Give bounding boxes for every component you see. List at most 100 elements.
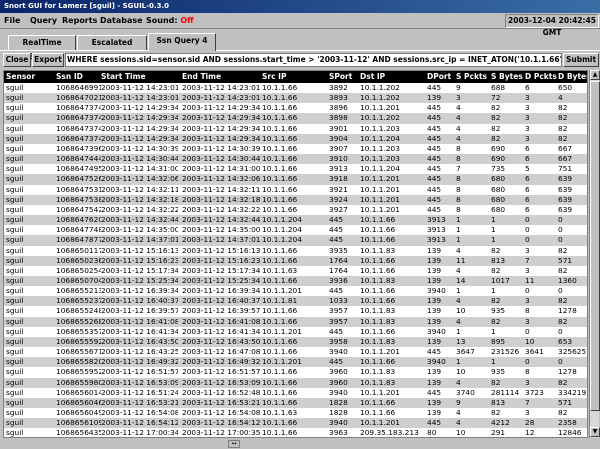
sound-toggle[interactable]: Sound: Off <box>146 16 194 25</box>
cell-dst-packets: 3 <box>525 113 530 123</box>
table-row[interactable]: sguil 106865643532003-11-12 17:00:34 2003-… <box>4 428 587 437</box>
cell-src-port: 3907 <box>329 143 348 153</box>
table-row[interactable]: sguil106864787762003-11-12 14:37:012003-… <box>4 235 587 246</box>
column-header-dst-bytes[interactable]: D Bytes <box>558 72 588 81</box>
table-row[interactable]: sguil106864699112003-11-12 14:23:012003-… <box>4 83 587 94</box>
cell-dst-bytes: 82 <box>558 123 568 133</box>
table-row[interactable]: sguil106864737462003-11-12 14:29:342003-… <box>4 123 587 134</box>
table-row[interactable]: sguil106864774822003-11-12 14:35:002003-… <box>4 225 587 236</box>
cell-ssn-id: 10686558206 <box>56 357 101 367</box>
cell-start-time: 2003-11-12 16:51:24 <box>101 387 178 397</box>
table-row[interactable]: sguil106865011772003-11-12 15:16:132003-… <box>4 245 587 256</box>
cell-dst-ip: 10.1.1.66 <box>360 326 396 336</box>
cell-start-time: 2003-11-12 14:37:01 <box>101 235 178 245</box>
export-button[interactable]: Export <box>32 53 64 67</box>
table-row[interactable]: sguil106865610932003-11-12 16:54:122003-… <box>4 418 587 429</box>
column-header-ssn-id[interactable]: Ssn ID <box>56 72 83 81</box>
table-row[interactable]: sguil106864739622003-11-12 14:30:392003-… <box>4 143 587 155</box>
cell-src-ip: 10.1.1.204 <box>262 215 302 225</box>
table-row[interactable]: sguil106864749582003-11-12 14:31:002003-… <box>4 164 587 175</box>
cell-src-port: 1828 <box>329 408 348 417</box>
table-row[interactable]: sguil106865023652003-11-12 15:16:232003-… <box>4 255 587 266</box>
table-row[interactable]: sguil106864752632003-11-12 14:32:062003-… <box>4 174 587 185</box>
table-row[interactable]: sguil 106865567122003-11-12 16:43:25 2003-… <box>4 347 587 358</box>
menu-file[interactable]: File <box>4 16 21 25</box>
table-row[interactable]: sguil106865582062003-11-12 16:49:322003-… <box>4 357 587 368</box>
cell-sensor: sguil <box>6 255 24 265</box>
scroll-thumb[interactable] <box>590 81 600 411</box>
column-header-src-packets[interactable]: S Pckts <box>456 72 487 81</box>
table-row[interactable]: sguil106864702142003-11-12 14:23:012003-… <box>4 93 587 104</box>
cell-end-time: 2003-11-12 15:17:34 <box>182 265 260 275</box>
menu-query[interactable]: Query <box>30 16 58 25</box>
table-row[interactable]: sguil106865070492003-11-12 15:25:342003-… <box>4 275 587 287</box>
table-row[interactable]: sguil106865521372003-11-12 16:39:342003-… <box>4 286 587 297</box>
column-header-dst-packets[interactable]: D Pckts <box>525 72 557 81</box>
cell-src-ip: 10.1.1.66 <box>262 164 298 174</box>
cell-src-port: 3958 <box>329 336 348 346</box>
query-bar: Close Export WHERE sessions.sid=sensor.s… <box>0 53 600 68</box>
table-row[interactable]: sguil106865025482003-11-12 15:17:342003-… <box>4 265 587 276</box>
cell-src-packets: 8 <box>456 174 461 184</box>
menu-database[interactable]: Database <box>100 16 143 25</box>
vertical-scrollbar[interactable]: ▲ ▼ <box>589 70 600 438</box>
submit-button[interactable]: Submit <box>563 53 599 67</box>
cell-src-ip: 10.1.1.66 <box>262 387 298 397</box>
close-button[interactable]: Close <box>3 53 31 67</box>
cell-dst-ip: 10.1.1.66 <box>360 225 396 235</box>
column-header-dst-ip[interactable]: Dst IP <box>360 72 386 81</box>
table-row[interactable]: sguil106864753102003-11-12 14:32:112003-… <box>4 184 587 195</box>
tab-ssn-query-4[interactable]: Ssn Query 4 <box>148 33 216 51</box>
cell-ssn-id: 10686560142 <box>56 387 101 397</box>
table-row[interactable]: sguil106865604602003-11-12 16:53:212003-… <box>4 397 587 408</box>
table-row[interactable]: sguil106865604902003-11-12 16:54:082003-… <box>4 408 587 419</box>
column-header-src-bytes[interactable]: S Bytes <box>491 72 523 81</box>
table-row[interactable]: sguil106865526882003-11-12 16:41:082003-… <box>4 316 587 327</box>
table-row[interactable]: sguil106865523772003-11-12 16:40:372003-… <box>4 296 587 307</box>
table-row[interactable]: sguil106864737462003-11-12 14:29:342003-… <box>4 113 587 124</box>
table-row[interactable]: sguil 106865601422003-11-12 16:51:24 2003-… <box>4 387 587 398</box>
cell-src-bytes: 935 <box>491 306 506 316</box>
cell-src-ip: 10.1.1.66 <box>262 184 298 194</box>
horizontal-splitter[interactable]: ↔ <box>0 439 600 449</box>
cell-start-time: 2003-11-12 16:54:12 <box>101 418 178 428</box>
table-row[interactable]: sguil106864744472003-11-12 14:30:442003-… <box>4 154 587 165</box>
column-header-src-ip[interactable]: Src IP <box>262 72 287 81</box>
cell-src-port: 3901 <box>329 123 348 133</box>
table-row[interactable]: sguil106865595252003-11-12 16:51:572003-… <box>4 367 587 378</box>
menu-reports[interactable]: Reports <box>62 16 98 25</box>
cell-src-bytes: 895 <box>491 336 506 346</box>
table-row[interactable]: sguil106864754282003-11-12 14:32:222003-… <box>4 204 587 216</box>
column-header-end-time[interactable]: End Time <box>182 72 222 81</box>
table-row[interactable]: sguil106865535702003-11-12 16:41:342003-… <box>4 326 587 337</box>
tab-escalated-events[interactable]: Escalated Events <box>77 35 147 61</box>
table-row[interactable]: sguil106864737462003-11-12 14:29:342003-… <box>4 103 587 114</box>
cell-dst-packets: 8 <box>525 306 530 316</box>
cell-src-bytes: 935 <box>491 367 506 377</box>
cell-src-bytes: 82 <box>491 133 501 143</box>
cell-dst-port: 3913 <box>427 215 446 225</box>
grip-icon[interactable]: ↔ <box>228 440 240 448</box>
scroll-down-icon[interactable]: ▼ <box>590 427 600 437</box>
table-row[interactable]: sguil106864762082003-11-12 14:32:442003-… <box>4 215 587 226</box>
column-header-sensor[interactable]: Sensor <box>6 72 36 81</box>
cell-sensor: sguil <box>6 275 24 285</box>
column-header-dst-port[interactable]: DPort <box>427 72 452 81</box>
query-text-field[interactable]: WHERE sessions.sid=sensor.sid AND sessio… <box>65 53 562 67</box>
cell-dst-packets: 3641 <box>525 347 544 357</box>
cell-ssn-id: 10686501177 <box>56 245 101 255</box>
table-row[interactable]: sguil106865598092003-11-12 16:53:092003-… <box>4 377 587 388</box>
table-row[interactable]: sguil106865559242003-11-12 16:43:502003-… <box>4 336 587 348</box>
cell-end-time: 2003-11-12 16:47:08 <box>182 347 260 357</box>
column-header-start-time[interactable]: Start Time <box>101 72 146 81</box>
column-header-src-port[interactable]: SPort <box>329 72 353 81</box>
cell-src-packets: 7 <box>456 164 461 174</box>
table-row[interactable]: sguil106865524822003-11-12 16:39:572003-… <box>4 306 587 317</box>
cell-dst-packets: 0 <box>525 357 530 367</box>
cell-dst-bytes: 571 <box>558 397 573 407</box>
tab-realtime-events[interactable]: RealTime Events <box>8 35 76 61</box>
scroll-up-icon[interactable]: ▲ <box>590 70 600 80</box>
table-row[interactable]: sguil106864753832003-11-12 14:32:182003-… <box>4 194 587 205</box>
table-row[interactable]: sguil106864737462003-11-12 14:29:342003-… <box>4 133 587 144</box>
cell-src-bytes: 1 <box>491 215 496 225</box>
